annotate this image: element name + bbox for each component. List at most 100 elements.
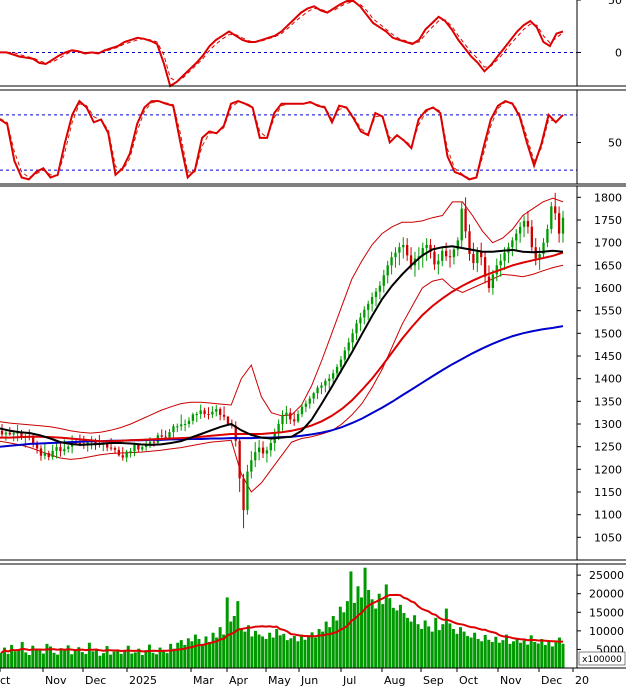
volume-bar xyxy=(494,636,498,668)
volume-bar xyxy=(561,643,565,668)
candle-body xyxy=(246,471,249,511)
volume-bar xyxy=(547,641,551,668)
volume-unit-box xyxy=(578,651,626,666)
volume-bar xyxy=(374,608,378,668)
candle-body xyxy=(495,265,498,275)
volume-bar xyxy=(448,623,452,668)
candle-body xyxy=(121,455,124,458)
candle-body xyxy=(176,426,179,428)
candle-body xyxy=(460,208,463,241)
candle-body xyxy=(43,453,47,456)
candle-body xyxy=(472,254,475,264)
candle-body xyxy=(518,226,522,234)
volume-bar xyxy=(239,629,243,668)
candle-body xyxy=(265,450,269,454)
candle-body xyxy=(526,220,530,227)
candle-body xyxy=(522,220,526,227)
volume-bar xyxy=(147,644,151,668)
bollinger-upper-band xyxy=(0,197,564,434)
candle-body xyxy=(561,217,565,234)
volume-bar xyxy=(434,617,438,668)
x-tick-label: 20 xyxy=(575,674,589,686)
volume-bar xyxy=(278,635,282,668)
y-tick-label: 50 xyxy=(608,0,622,7)
candle-body xyxy=(370,297,374,304)
y-tick-label: 1050 xyxy=(594,531,622,544)
volume-bar xyxy=(126,645,130,668)
volume-bar xyxy=(324,621,328,668)
candle-body xyxy=(530,226,533,248)
volume-bar xyxy=(303,639,307,668)
candle-body xyxy=(219,409,222,415)
candle-body xyxy=(355,323,358,334)
volume-bar xyxy=(31,645,35,668)
candle-body xyxy=(359,317,362,324)
candle-body xyxy=(222,414,226,417)
candle-body xyxy=(12,433,15,435)
volume-bar xyxy=(275,629,279,668)
volume-bar xyxy=(550,646,554,668)
x-tick-label: Dec xyxy=(85,674,106,686)
volume-bar xyxy=(73,649,77,668)
macd-signal-line xyxy=(0,1,564,83)
y-tick-label: 1350 xyxy=(594,395,622,408)
volume-bar xyxy=(317,629,321,668)
volume-bar xyxy=(331,616,335,668)
y-tick-label: 20000 xyxy=(589,588,624,601)
candle-body xyxy=(59,447,62,452)
candle-body xyxy=(390,257,393,266)
candle-body xyxy=(554,206,557,214)
volume-bar xyxy=(459,627,462,668)
candle-body xyxy=(172,426,175,433)
volume-bar xyxy=(282,633,286,668)
volume-bar xyxy=(299,634,303,668)
y-tick-label: 1100 xyxy=(594,509,622,522)
candle-body xyxy=(406,244,409,256)
y-tick-label: 1300 xyxy=(594,418,622,431)
volume-bar xyxy=(87,642,91,668)
volume-bar xyxy=(413,615,417,668)
candle-body xyxy=(117,449,121,456)
volume-bar xyxy=(218,627,222,668)
y-tick-label: 1150 xyxy=(594,486,622,499)
volume-bar xyxy=(165,653,169,668)
candle-body xyxy=(109,447,113,449)
candle-body xyxy=(152,441,156,443)
volume-bar xyxy=(515,638,519,668)
volume-bar xyxy=(271,637,275,668)
x-tick-label: Mar xyxy=(193,674,214,686)
volume-bar xyxy=(211,632,215,668)
y-tick-label: 1700 xyxy=(594,237,622,250)
candle-body xyxy=(133,444,136,452)
x-tick-label: Dec xyxy=(541,674,562,686)
volume-bar xyxy=(529,635,533,668)
candle-body xyxy=(452,249,456,258)
volume-bar xyxy=(84,653,88,668)
candle-body xyxy=(378,285,382,292)
candle-body xyxy=(269,443,272,451)
candle-body xyxy=(363,309,366,318)
candle-body xyxy=(183,424,187,425)
volume-bar xyxy=(512,641,516,668)
volume-bar xyxy=(335,620,339,668)
candle-body xyxy=(125,451,128,458)
volume-bar xyxy=(48,646,52,668)
candle-body xyxy=(203,410,206,415)
candle-body xyxy=(187,420,191,424)
candle-body xyxy=(515,233,518,241)
volume-bar xyxy=(225,597,229,668)
volume-bar xyxy=(388,598,392,668)
candle-body xyxy=(324,380,327,386)
volume-bar xyxy=(480,641,484,668)
volume-bar xyxy=(34,648,38,668)
volume-bar xyxy=(314,637,318,668)
volume-unit-label: x100000 xyxy=(582,655,622,665)
volume-bar xyxy=(66,645,70,668)
candle-body xyxy=(211,411,214,415)
volume-bar xyxy=(466,636,470,668)
candle-body xyxy=(20,432,23,437)
volume-bar xyxy=(119,653,123,668)
volume-bar xyxy=(455,633,459,668)
candle-body xyxy=(180,424,183,427)
